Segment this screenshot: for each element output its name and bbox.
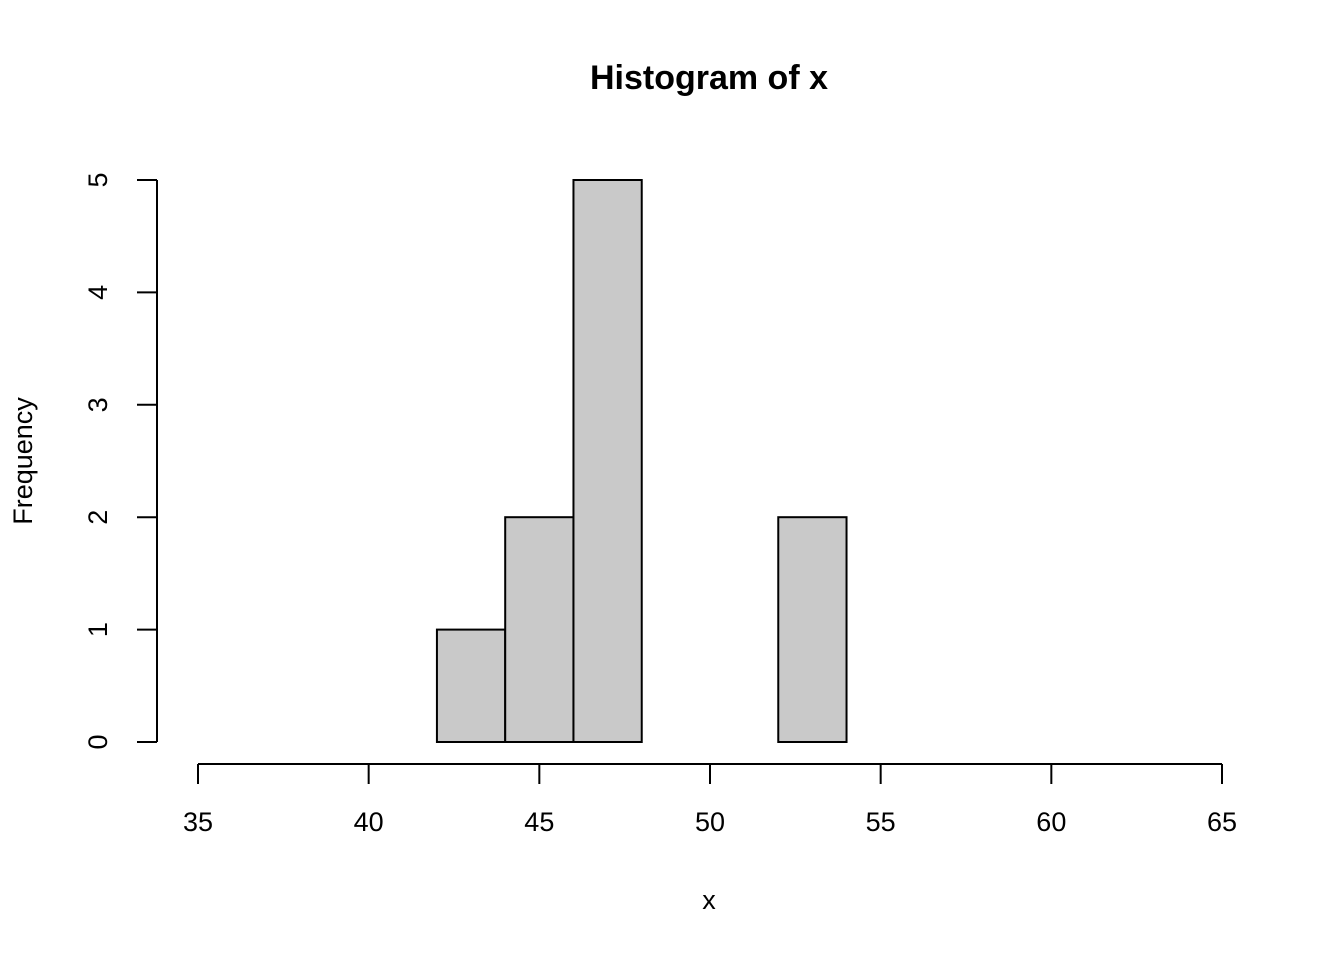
chart-title: Histogram of x bbox=[590, 59, 828, 97]
bar bbox=[435, 628, 507, 743]
y-tick-label: 0 bbox=[83, 734, 113, 749]
bar bbox=[572, 179, 643, 743]
x-tick-label: 55 bbox=[866, 807, 896, 837]
x-tick-label: 60 bbox=[1036, 807, 1066, 837]
x-tick-label: 65 bbox=[1207, 807, 1237, 837]
x-tick-label: 35 bbox=[183, 807, 213, 837]
x-tick-label: 50 bbox=[695, 807, 725, 837]
x-tick-label: 40 bbox=[354, 807, 384, 837]
y-axis-label: Frequency bbox=[8, 397, 38, 525]
x-axis-label: x bbox=[702, 885, 716, 915]
bar bbox=[504, 516, 575, 744]
y-tick-label: 2 bbox=[83, 510, 113, 525]
x-tick-label: 45 bbox=[524, 807, 554, 837]
y-tick-label: 5 bbox=[83, 172, 113, 187]
y-tick-label: 4 bbox=[83, 285, 113, 300]
y-tick-label: 1 bbox=[83, 622, 113, 637]
y-tick-label: 3 bbox=[83, 397, 113, 412]
bar bbox=[777, 516, 848, 744]
